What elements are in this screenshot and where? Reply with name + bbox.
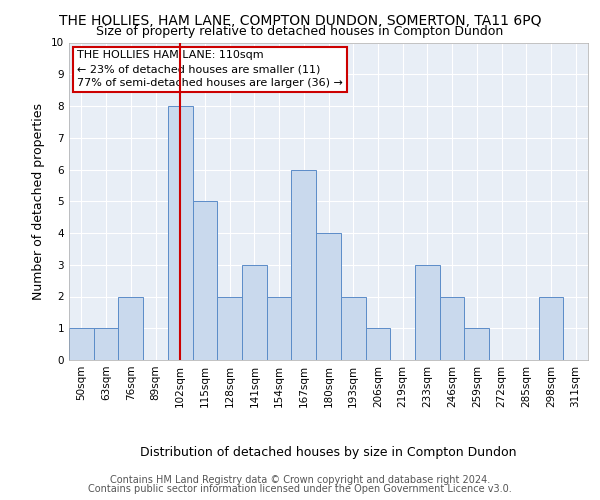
Bar bbox=[242, 265, 267, 360]
Bar bbox=[464, 328, 489, 360]
Bar bbox=[365, 328, 390, 360]
Y-axis label: Number of detached properties: Number of detached properties bbox=[32, 103, 46, 300]
Bar bbox=[217, 296, 242, 360]
Bar bbox=[267, 296, 292, 360]
Text: Size of property relative to detached houses in Compton Dundon: Size of property relative to detached ho… bbox=[97, 25, 503, 38]
Text: THE HOLLIES HAM LANE: 110sqm
← 23% of detached houses are smaller (11)
77% of se: THE HOLLIES HAM LANE: 110sqm ← 23% of de… bbox=[77, 50, 343, 88]
Bar bbox=[118, 296, 143, 360]
Text: THE HOLLIES, HAM LANE, COMPTON DUNDON, SOMERTON, TA11 6PQ: THE HOLLIES, HAM LANE, COMPTON DUNDON, S… bbox=[59, 14, 541, 28]
Bar bbox=[440, 296, 464, 360]
Bar bbox=[94, 328, 118, 360]
Bar bbox=[292, 170, 316, 360]
Text: Contains public sector information licensed under the Open Government Licence v3: Contains public sector information licen… bbox=[88, 484, 512, 494]
Bar bbox=[193, 201, 217, 360]
Bar bbox=[69, 328, 94, 360]
X-axis label: Distribution of detached houses by size in Compton Dundon: Distribution of detached houses by size … bbox=[140, 446, 517, 459]
Bar bbox=[539, 296, 563, 360]
Text: Contains HM Land Registry data © Crown copyright and database right 2024.: Contains HM Land Registry data © Crown c… bbox=[110, 475, 490, 485]
Bar bbox=[316, 233, 341, 360]
Bar bbox=[415, 265, 440, 360]
Bar bbox=[341, 296, 365, 360]
Bar bbox=[168, 106, 193, 360]
